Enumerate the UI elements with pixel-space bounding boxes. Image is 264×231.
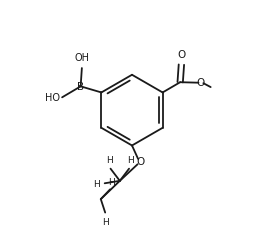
Text: H: H	[106, 156, 113, 164]
Text: H: H	[127, 156, 134, 164]
Text: OH: OH	[75, 52, 90, 62]
Text: H: H	[102, 217, 109, 226]
Text: O: O	[136, 157, 144, 167]
Text: H: H	[93, 179, 100, 188]
Text: HO: HO	[45, 93, 60, 103]
Text: O: O	[197, 78, 205, 88]
Text: O: O	[177, 50, 186, 60]
Text: B: B	[77, 82, 84, 92]
Text: H: H	[108, 177, 115, 186]
